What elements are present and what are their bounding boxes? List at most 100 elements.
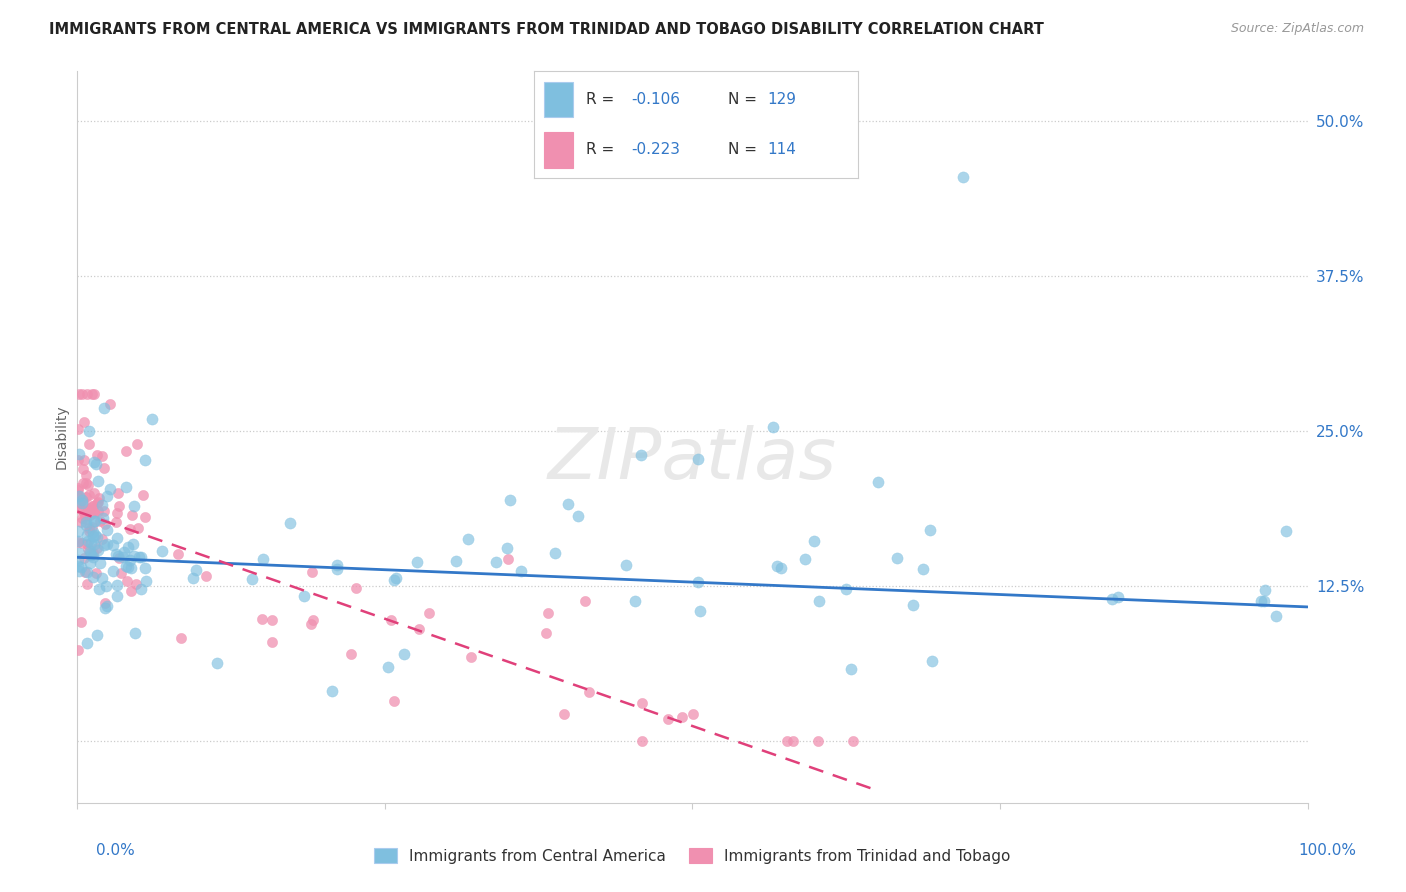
Point bbox=[70, 511, 93, 525]
Point bbox=[125, 437, 148, 451]
Point bbox=[808, 594, 831, 608]
Point bbox=[76, 387, 98, 401]
Point bbox=[553, 707, 575, 722]
Text: N =: N = bbox=[728, 142, 762, 157]
Point bbox=[657, 713, 679, 727]
Point bbox=[686, 575, 709, 590]
Point bbox=[75, 512, 97, 526]
Point bbox=[86, 530, 108, 544]
Point bbox=[1265, 609, 1288, 624]
Point bbox=[70, 386, 93, 401]
Point bbox=[82, 500, 104, 514]
Point bbox=[90, 532, 112, 546]
Point bbox=[120, 561, 142, 575]
Point bbox=[83, 485, 105, 500]
Point bbox=[98, 482, 121, 496]
Point bbox=[262, 613, 284, 627]
Point bbox=[67, 535, 90, 549]
Point bbox=[418, 606, 440, 620]
Text: R =: R = bbox=[586, 92, 619, 107]
Point bbox=[76, 565, 98, 579]
Point bbox=[96, 537, 118, 551]
Point bbox=[87, 474, 110, 488]
Point bbox=[101, 564, 124, 578]
Point bbox=[83, 505, 105, 519]
Point bbox=[80, 386, 103, 401]
Point bbox=[1253, 582, 1275, 597]
Point bbox=[89, 556, 111, 570]
Point bbox=[385, 571, 408, 585]
Point bbox=[107, 549, 129, 563]
Point bbox=[122, 549, 145, 563]
Text: IMMIGRANTS FROM CENTRAL AMERICA VS IMMIGRANTS FROM TRINIDAD AND TOBAGO DISABILIT: IMMIGRANTS FROM CENTRAL AMERICA VS IMMIG… bbox=[49, 22, 1045, 37]
Point bbox=[82, 550, 104, 565]
Point bbox=[80, 499, 103, 513]
Point bbox=[83, 455, 105, 469]
Point bbox=[69, 564, 91, 578]
Point bbox=[377, 660, 399, 674]
Point bbox=[292, 590, 315, 604]
Text: Source: ZipAtlas.com: Source: ZipAtlas.com bbox=[1230, 22, 1364, 36]
Point bbox=[321, 683, 343, 698]
Point bbox=[510, 565, 533, 579]
Point bbox=[76, 577, 98, 591]
Point bbox=[93, 538, 115, 552]
Point bbox=[66, 489, 89, 503]
Point bbox=[382, 573, 405, 587]
Point bbox=[83, 506, 105, 520]
Point bbox=[77, 524, 100, 538]
Point bbox=[107, 590, 129, 604]
Point bbox=[105, 531, 128, 545]
Point bbox=[766, 559, 789, 574]
Point bbox=[75, 468, 97, 483]
Point bbox=[1101, 591, 1123, 606]
Point bbox=[807, 734, 830, 748]
Point bbox=[112, 545, 135, 559]
Point bbox=[93, 601, 115, 615]
Point bbox=[380, 613, 402, 627]
Point bbox=[169, 632, 191, 646]
Point bbox=[671, 710, 693, 724]
Point bbox=[73, 452, 96, 467]
Point bbox=[614, 558, 637, 572]
Point bbox=[118, 522, 141, 536]
Point bbox=[79, 543, 101, 558]
Point bbox=[80, 548, 103, 562]
FancyBboxPatch shape bbox=[544, 132, 574, 168]
Point bbox=[392, 648, 415, 662]
Point bbox=[105, 577, 128, 591]
Point bbox=[75, 475, 97, 490]
Point bbox=[91, 511, 114, 525]
Point bbox=[135, 574, 157, 588]
Point bbox=[86, 496, 108, 510]
Point bbox=[167, 547, 190, 561]
Point bbox=[84, 566, 107, 581]
Point bbox=[86, 448, 108, 462]
Point bbox=[115, 574, 138, 589]
Point bbox=[105, 506, 128, 520]
Point bbox=[70, 536, 93, 550]
Point bbox=[82, 529, 104, 543]
Point bbox=[117, 560, 139, 574]
Point bbox=[114, 480, 136, 494]
Point bbox=[87, 495, 110, 509]
Point bbox=[1275, 524, 1298, 538]
Point bbox=[75, 518, 97, 533]
Point bbox=[67, 533, 90, 548]
Point bbox=[86, 541, 108, 555]
Point bbox=[86, 628, 108, 642]
Point bbox=[67, 553, 90, 567]
Point bbox=[84, 457, 107, 471]
Point bbox=[574, 594, 596, 608]
Point bbox=[107, 485, 129, 500]
Point bbox=[93, 401, 115, 415]
Point bbox=[803, 533, 825, 548]
Point bbox=[128, 550, 150, 565]
Point bbox=[108, 499, 131, 513]
Text: 114: 114 bbox=[768, 142, 796, 157]
Point bbox=[80, 536, 103, 550]
Point bbox=[344, 582, 367, 596]
Point bbox=[408, 623, 430, 637]
Point bbox=[118, 553, 141, 567]
Point bbox=[260, 635, 283, 649]
